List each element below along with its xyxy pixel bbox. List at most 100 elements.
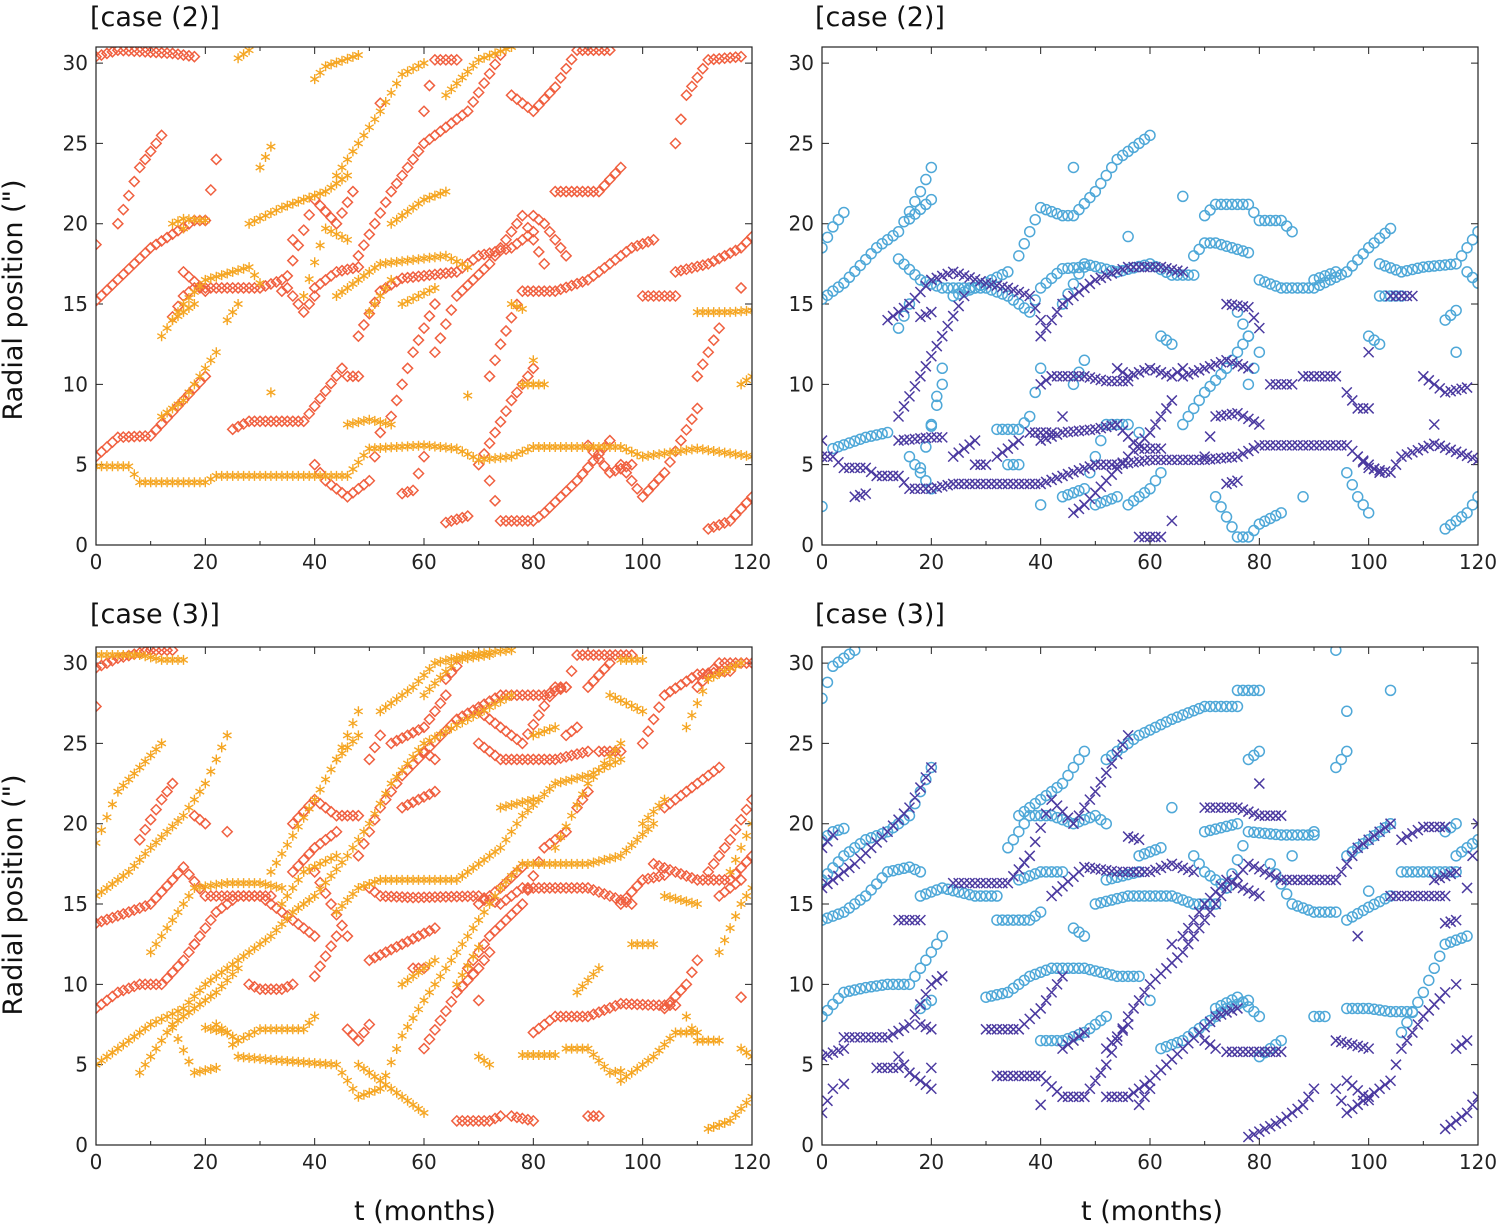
diamond-point xyxy=(407,796,420,809)
diamond-point xyxy=(510,514,523,527)
star-point xyxy=(211,971,221,982)
cross-point xyxy=(893,1051,905,1063)
circle-point xyxy=(859,253,872,266)
star-point xyxy=(413,676,424,687)
diamond-point xyxy=(128,980,141,993)
diamond-point xyxy=(434,53,447,66)
diamond-point xyxy=(521,881,534,895)
star-point xyxy=(348,464,358,475)
circle-point xyxy=(1002,914,1014,926)
diamond-point xyxy=(330,482,343,495)
cross-point xyxy=(1428,821,1440,833)
cross-point xyxy=(1089,459,1101,471)
circle-point xyxy=(1138,890,1151,902)
circle-point xyxy=(925,994,938,1007)
star-point xyxy=(572,1043,582,1054)
diamond-point xyxy=(614,897,627,911)
star-point xyxy=(463,262,473,273)
circle-point xyxy=(870,980,883,992)
diamond-point xyxy=(461,105,474,118)
star-point xyxy=(288,830,298,841)
circle-point xyxy=(1242,994,1255,1007)
circle-point xyxy=(1450,934,1462,946)
star-point xyxy=(222,1027,232,1038)
cross-point xyxy=(1390,459,1402,471)
diamond-point xyxy=(680,89,693,102)
data-markers xyxy=(822,647,1478,1143)
x-tick-label: 40 xyxy=(1028,550,1053,574)
diamond-point xyxy=(499,243,513,256)
cross-point xyxy=(1155,531,1167,543)
star-point xyxy=(381,788,391,799)
diamond-point xyxy=(155,129,168,142)
star-point xyxy=(397,1091,407,1102)
diamond-point xyxy=(691,71,704,84)
diamond-point xyxy=(133,252,146,265)
star-point xyxy=(637,1059,648,1070)
diamond-point xyxy=(96,48,108,62)
diamond-point xyxy=(680,263,693,276)
cross-point xyxy=(996,447,1008,459)
star-point xyxy=(173,1015,183,1026)
cross-point xyxy=(1352,842,1364,854)
diamond-point xyxy=(685,261,698,274)
diamond-point xyxy=(478,263,491,276)
cross-point xyxy=(1395,834,1408,846)
star-point xyxy=(408,441,418,451)
diamond-point xyxy=(368,813,381,826)
diamond-point xyxy=(368,951,381,964)
cross-point xyxy=(1013,478,1025,490)
cross-point xyxy=(1237,448,1249,460)
diamond-point xyxy=(571,47,584,57)
circle-point xyxy=(1237,338,1249,350)
cross-point xyxy=(931,431,943,443)
diamond-point xyxy=(576,648,589,662)
cross-point xyxy=(898,1059,910,1071)
cross-point xyxy=(1281,439,1293,451)
star-point xyxy=(195,281,205,291)
circle-point xyxy=(1406,866,1419,878)
diamond-point xyxy=(718,52,731,65)
star-point xyxy=(233,963,243,974)
star-point xyxy=(107,799,118,810)
star-point xyxy=(446,443,457,454)
diamond-point xyxy=(674,264,687,277)
circle-point xyxy=(985,990,998,1002)
diamond-point xyxy=(499,324,513,338)
diamond-point xyxy=(139,899,152,913)
diamond-point xyxy=(319,887,332,900)
diamond-point xyxy=(439,689,452,702)
star-point xyxy=(714,307,724,318)
circle-point xyxy=(1231,684,1244,697)
diamond-point xyxy=(609,464,622,477)
circle-point xyxy=(1308,282,1320,294)
circle-point xyxy=(1384,222,1397,235)
star-point xyxy=(309,74,320,85)
star-point xyxy=(266,866,276,877)
star-point xyxy=(381,418,391,429)
diamond-point xyxy=(467,968,480,981)
cross-point xyxy=(1417,890,1429,902)
star-point xyxy=(255,878,265,889)
star-point xyxy=(222,268,232,279)
star-point xyxy=(348,842,358,853)
star-point xyxy=(545,858,555,869)
star-point xyxy=(452,874,462,885)
star-point xyxy=(386,274,396,285)
star-point xyxy=(736,658,746,669)
cross-point xyxy=(822,451,828,463)
circle-point xyxy=(963,888,976,901)
circle-point xyxy=(1056,813,1069,826)
diamond-point xyxy=(516,753,529,766)
star-point xyxy=(189,1067,200,1078)
star-point xyxy=(408,751,418,762)
cross-point xyxy=(1149,418,1162,431)
diamond-point xyxy=(609,167,622,180)
star-point xyxy=(408,971,418,982)
circle-point xyxy=(1023,870,1036,882)
star-point xyxy=(473,915,484,926)
star-point xyxy=(227,266,238,277)
diamond-point xyxy=(489,494,502,507)
star-point xyxy=(386,218,396,229)
cross-point xyxy=(1073,1031,1085,1043)
